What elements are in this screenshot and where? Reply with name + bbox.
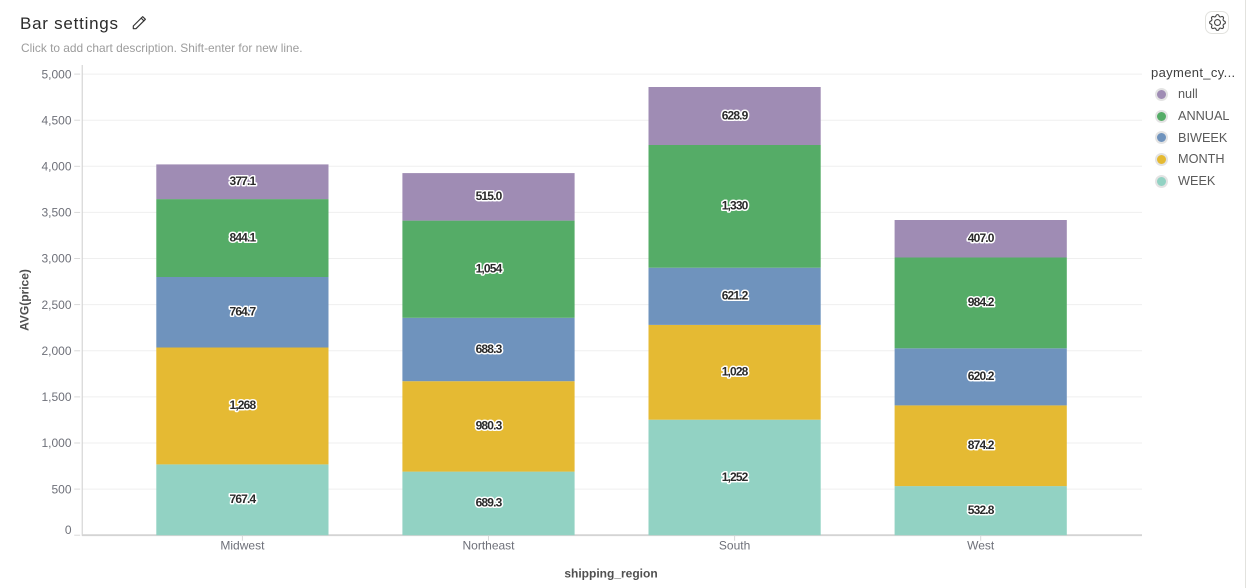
svg-text:4,000: 4,000 <box>41 160 71 174</box>
svg-text:3,000: 3,000 <box>41 252 71 266</box>
svg-text:984.2: 984.2 <box>968 295 995 309</box>
svg-text:689.3: 689.3 <box>476 496 503 510</box>
svg-text:621.2: 621.2 <box>722 289 749 303</box>
svg-text:3,500: 3,500 <box>41 206 71 220</box>
svg-text:764.7: 764.7 <box>230 305 257 319</box>
svg-text:Northeast: Northeast <box>462 539 515 553</box>
svg-text:767.4: 767.4 <box>230 492 257 506</box>
svg-text:2,000: 2,000 <box>41 344 71 358</box>
svg-text:5,000: 5,000 <box>41 67 71 81</box>
svg-text:620.2: 620.2 <box>968 369 995 383</box>
svg-text:4,500: 4,500 <box>41 113 71 127</box>
svg-text:377.1: 377.1 <box>230 174 257 188</box>
svg-text:1,054: 1,054 <box>476 262 503 276</box>
svg-text:Midwest: Midwest <box>220 539 265 553</box>
svg-text:874.2: 874.2 <box>968 438 995 452</box>
svg-text:515.0: 515.0 <box>476 189 503 203</box>
svg-text:1,268: 1,268 <box>230 398 257 412</box>
svg-text:500: 500 <box>51 482 71 496</box>
svg-text:532.8: 532.8 <box>968 503 995 517</box>
svg-text:628.9: 628.9 <box>722 108 749 122</box>
svg-text:1,000: 1,000 <box>41 436 71 450</box>
svg-text:980.3: 980.3 <box>476 419 503 433</box>
svg-text:1,330: 1,330 <box>722 199 749 213</box>
svg-text:1,500: 1,500 <box>41 390 71 404</box>
svg-text:1,028: 1,028 <box>722 365 749 379</box>
svg-text:2,500: 2,500 <box>41 298 71 312</box>
svg-text:0: 0 <box>65 523 72 537</box>
svg-text:West: West <box>967 539 995 553</box>
svg-text:shipping_region: shipping_region <box>564 567 657 581</box>
svg-text:407.0: 407.0 <box>968 231 995 245</box>
svg-text:South: South <box>719 539 750 553</box>
svg-text:688.3: 688.3 <box>476 342 503 356</box>
svg-text:AVG(price): AVG(price) <box>17 269 31 331</box>
svg-text:1,252: 1,252 <box>722 470 749 484</box>
svg-text:844.1: 844.1 <box>230 230 257 244</box>
